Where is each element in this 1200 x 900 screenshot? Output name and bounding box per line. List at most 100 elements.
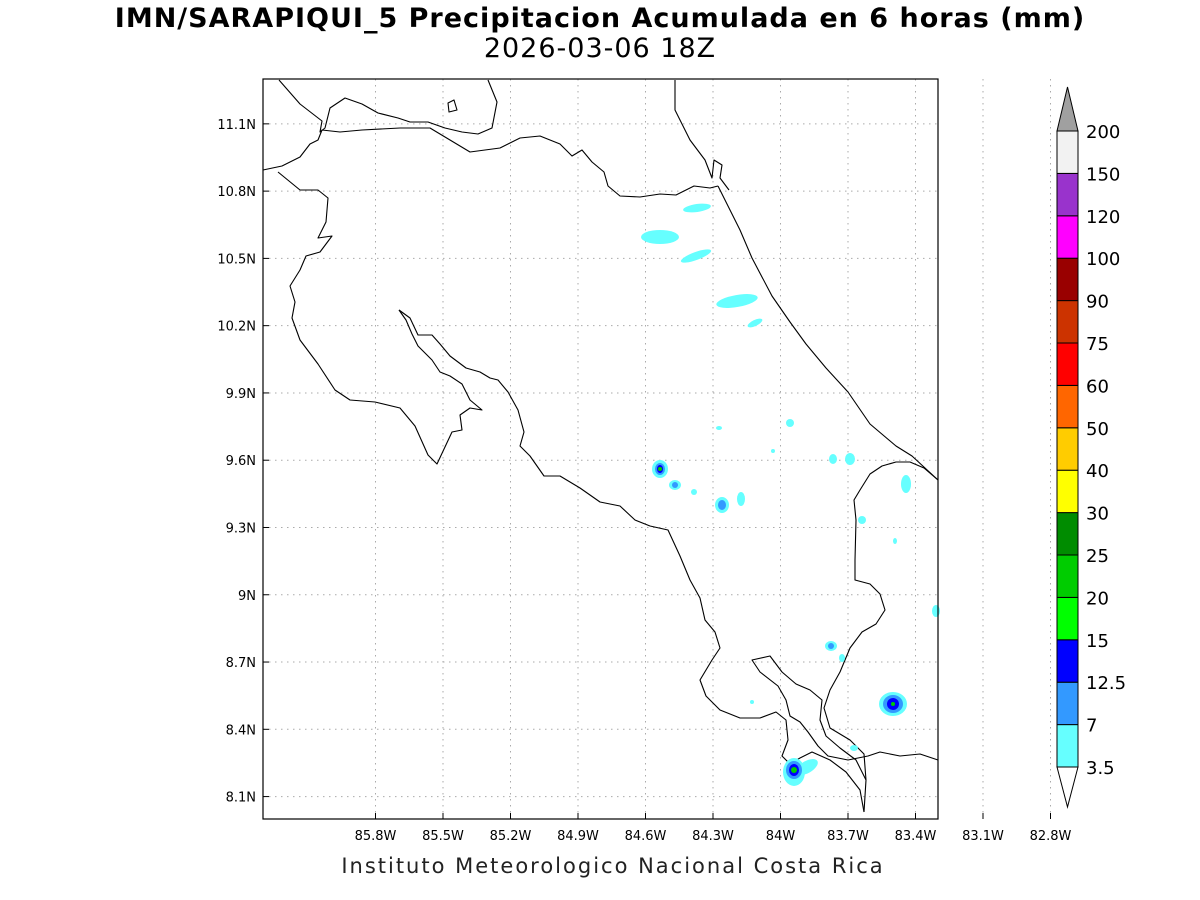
rain-cell	[737, 492, 745, 506]
border-panama	[823, 461, 939, 781]
colorbar-swatch	[1056, 342, 1079, 386]
colorbar-label: 120	[1086, 207, 1120, 228]
colorbar-label: 30	[1086, 504, 1109, 525]
rain-cell	[858, 516, 866, 524]
colorbar-label: 50	[1086, 419, 1109, 440]
rain-core	[669, 480, 681, 490]
rain-cell	[691, 489, 697, 495]
colorbar-label: 12.5	[1086, 673, 1126, 694]
rain-core	[879, 692, 907, 716]
colorbar-swatch	[1056, 596, 1079, 641]
rain-cell	[641, 230, 679, 244]
lon-tick-label: 85.8W	[355, 829, 397, 844]
map-frame	[262, 78, 939, 820]
lat-tick-label: 11.1N	[217, 118, 256, 133]
rain-cell	[850, 745, 858, 751]
colorbar-swatch	[1056, 257, 1079, 302]
colorbar-label: 40	[1086, 461, 1109, 482]
rain-cell	[747, 318, 763, 328]
colorbar-label: 25	[1086, 546, 1109, 567]
colorbar-upper-triangle	[1056, 86, 1079, 132]
axis-ticks	[263, 123, 1051, 819]
colorbar-label: 75	[1086, 334, 1109, 355]
colorbar-label: 3.5	[1086, 758, 1115, 779]
lon-tick-label: 83.4W	[895, 829, 937, 844]
rain-core	[825, 641, 837, 651]
lat-tick-label: 9N	[238, 589, 256, 604]
lake-nicaragua-shore	[278, 79, 498, 135]
rain-cell	[786, 419, 794, 427]
rain-cell	[716, 426, 722, 430]
lat-tick-label: 8.4N	[226, 723, 256, 738]
colorbar-lower-triangle	[1056, 766, 1079, 809]
colorbar-swatch	[1056, 384, 1079, 429]
lat-tick-label: 10.2N	[217, 320, 256, 335]
colorbar-label: 20	[1086, 588, 1109, 609]
rain-core	[652, 460, 668, 478]
longitude-labels: 85.8W 85.5W 85.2W 84.9W 84.6W 84.3W 84W 83.7W 83…	[355, 829, 1072, 844]
colorbar-swatch	[1056, 172, 1079, 217]
rain-cell	[845, 453, 855, 465]
colorbar-swatch	[1056, 130, 1079, 174]
lon-tick-label: 83.7W	[827, 829, 869, 844]
lat-tick-label: 10.5N	[217, 252, 256, 267]
lon-tick-label: 83.1W	[962, 829, 1004, 844]
border-nicaragua	[262, 127, 719, 198]
precipitation-areas	[641, 203, 940, 786]
colorbar-label: 15	[1086, 631, 1109, 652]
rain-cell	[829, 454, 837, 464]
grid-lines	[263, 79, 1051, 819]
map-plot-area: 85.8W 85.5W 85.2W 84.9W 84.6W 84.3W 84W 83.7W 83…	[217, 78, 1072, 844]
colorbar-swatch	[1056, 639, 1079, 683]
pacific-coast-north	[277, 171, 483, 465]
colorbar-swatch	[1056, 724, 1079, 768]
rain-core	[783, 758, 805, 786]
map-timestamp: 2026-03-06 18Z	[483, 33, 717, 64]
lake-island	[447, 99, 458, 113]
colorbar-label: 60	[1086, 376, 1109, 397]
lat-tick-label: 8.7N	[226, 656, 256, 671]
footer-credit: Instituto Meteorologico Nacional Costa R…	[341, 854, 885, 878]
rain-cell	[901, 475, 911, 493]
golfo-dulce	[751, 655, 939, 813]
map-title: IMN/SARAPIQUI_5 Precipitacion Acumulada …	[114, 3, 1086, 34]
lon-tick-label: 82.8W	[1030, 829, 1072, 844]
gulf-nicoya-inner	[398, 309, 865, 813]
colorbar-swatch	[1056, 300, 1079, 344]
colorbar: 3.5 7 12.5 15 20 25 30 40 50 60 75 90 100 120 150 200	[1056, 86, 1126, 809]
colorbar-swatch	[1056, 512, 1079, 556]
lon-tick-label: 84W	[766, 829, 796, 844]
colorbar-label: 90	[1086, 292, 1109, 313]
colorbar-swatch	[1056, 427, 1079, 471]
rain-cell	[839, 654, 845, 662]
rain-core	[715, 497, 729, 513]
colorbar-label: 150	[1086, 164, 1120, 185]
rain-cell	[680, 249, 712, 263]
rain-cell	[750, 700, 754, 704]
caribbean-coast	[717, 185, 939, 481]
colorbar-swatch	[1056, 469, 1079, 514]
colorbar-swatch	[1056, 215, 1079, 259]
lon-tick-label: 85.5W	[422, 829, 464, 844]
colorbar-label: 200	[1086, 122, 1120, 143]
latitude-labels: 11.1N 10.8N 10.5N 10.2N 9.9N 9.6N 9.3N 9N 8.7N 8.…	[217, 118, 256, 806]
lon-tick-label: 84.6W	[625, 829, 667, 844]
lat-tick-label: 9.3N	[226, 521, 256, 536]
colorbar-label: 100	[1086, 249, 1120, 270]
lon-tick-label: 85.2W	[490, 829, 532, 844]
rain-cell	[716, 294, 758, 308]
colorbar-swatch	[1056, 681, 1079, 726]
rain-cell	[932, 605, 940, 617]
rain-cell	[683, 203, 711, 213]
lat-tick-label: 9.6N	[226, 454, 256, 469]
colorbar-label: 7	[1086, 716, 1097, 737]
lat-tick-label: 10.8N	[217, 185, 256, 200]
lon-tick-label: 84.9W	[557, 829, 599, 844]
rain-cell	[771, 449, 775, 453]
caribbean-coast-north	[674, 80, 730, 191]
coastlines	[262, 79, 939, 813]
lat-tick-label: 8.1N	[226, 791, 256, 806]
colorbar-swatch	[1056, 554, 1079, 598]
rain-cell	[893, 538, 897, 544]
